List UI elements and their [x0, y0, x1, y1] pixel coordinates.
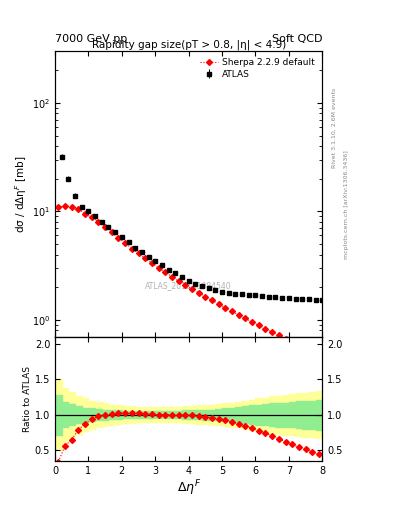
Sherpa 2.2.9 default	[96, 219, 101, 225]
Sherpa 2.2.9 default	[129, 245, 134, 251]
Sherpa 2.2.9 default	[76, 206, 81, 212]
Title: Rapidity gap size(pT > 0.8, |η| < 4.9): Rapidity gap size(pT > 0.8, |η| < 4.9)	[92, 39, 286, 50]
Sherpa 2.2.9 default	[263, 326, 268, 332]
Line: Sherpa 2.2.9 default: Sherpa 2.2.9 default	[56, 204, 321, 355]
Sherpa 2.2.9 default	[317, 350, 321, 356]
Sherpa 2.2.9 default	[83, 211, 88, 217]
Sherpa 2.2.9 default	[283, 336, 288, 342]
Sherpa 2.2.9 default	[136, 250, 141, 257]
X-axis label: $\Delta\eta^F$: $\Delta\eta^F$	[176, 478, 201, 498]
Sherpa 2.2.9 default	[163, 269, 167, 275]
Sherpa 2.2.9 default	[250, 319, 255, 325]
Legend: Sherpa 2.2.9 default, ATLAS: Sherpa 2.2.9 default, ATLAS	[197, 56, 318, 82]
Sherpa 2.2.9 default	[116, 235, 121, 241]
Sherpa 2.2.9 default	[290, 338, 295, 345]
Sherpa 2.2.9 default	[156, 265, 161, 271]
Sherpa 2.2.9 default	[270, 329, 274, 335]
Sherpa 2.2.9 default	[237, 312, 241, 318]
Y-axis label: dσ / dΔη$^F$ [mb]: dσ / dΔη$^F$ [mb]	[13, 155, 29, 232]
Sherpa 2.2.9 default	[297, 342, 301, 348]
Text: 7000 GeV pp: 7000 GeV pp	[55, 33, 127, 44]
Sherpa 2.2.9 default	[183, 282, 188, 288]
Text: mcplots.cern.ch [arXiv:1306.3436]: mcplots.cern.ch [arXiv:1306.3436]	[344, 151, 349, 259]
Sherpa 2.2.9 default	[303, 344, 308, 350]
Sherpa 2.2.9 default	[90, 215, 94, 221]
Sherpa 2.2.9 default	[310, 348, 314, 354]
Sherpa 2.2.9 default	[176, 278, 181, 284]
Sherpa 2.2.9 default	[123, 240, 128, 246]
Sherpa 2.2.9 default	[230, 308, 235, 314]
Y-axis label: Ratio to ATLAS: Ratio to ATLAS	[23, 366, 32, 432]
Sherpa 2.2.9 default	[210, 297, 215, 304]
Sherpa 2.2.9 default	[69, 204, 74, 210]
Sherpa 2.2.9 default	[190, 286, 195, 292]
Sherpa 2.2.9 default	[217, 301, 221, 307]
Sherpa 2.2.9 default	[203, 293, 208, 300]
Sherpa 2.2.9 default	[103, 224, 108, 230]
Sherpa 2.2.9 default	[143, 255, 148, 261]
Sherpa 2.2.9 default	[277, 332, 281, 338]
Text: Soft QCD: Soft QCD	[272, 33, 322, 44]
Text: Rivet 3.1.10, 2.6M events: Rivet 3.1.10, 2.6M events	[332, 88, 337, 168]
Text: ATLAS_2012_I1084540: ATLAS_2012_I1084540	[145, 281, 232, 290]
Sherpa 2.2.9 default	[63, 203, 68, 209]
Sherpa 2.2.9 default	[196, 290, 201, 296]
Sherpa 2.2.9 default	[56, 204, 61, 210]
Sherpa 2.2.9 default	[257, 322, 261, 328]
Sherpa 2.2.9 default	[149, 260, 154, 266]
Sherpa 2.2.9 default	[223, 305, 228, 311]
Sherpa 2.2.9 default	[243, 315, 248, 322]
Sherpa 2.2.9 default	[109, 229, 114, 236]
Sherpa 2.2.9 default	[170, 273, 174, 280]
